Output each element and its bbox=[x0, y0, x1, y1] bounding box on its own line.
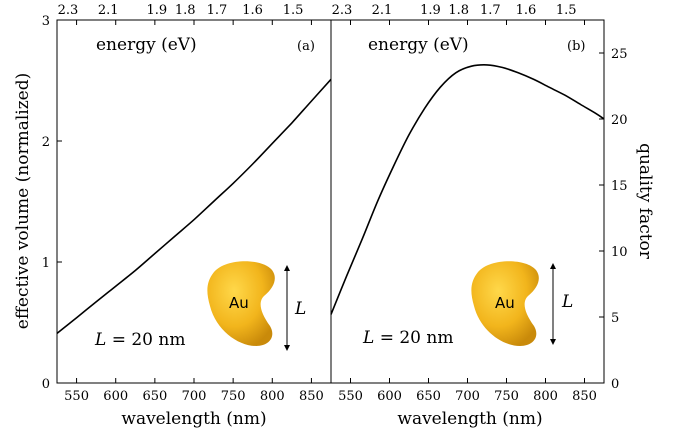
panel-a-top-tick-label: 1.9 bbox=[147, 3, 168, 18]
panel-b-ytick-label: 5 bbox=[611, 311, 619, 326]
panel-b-xtick-label: 750 bbox=[494, 389, 519, 404]
panel-a-xlabel: wavelength (nm) bbox=[121, 409, 266, 429]
dimension-label-b: L bbox=[561, 292, 573, 312]
panel-b-xtick-label: 700 bbox=[455, 389, 480, 404]
panel-a: 550 600 650 700 750 800 850 0 1 2 3 2.3 2.1 1.9 1.8 1… bbox=[13, 3, 332, 429]
panel-b-xlabel: wavelength (nm) bbox=[397, 409, 542, 429]
panel-b-top-tick-label: 1.9 bbox=[420, 3, 441, 18]
panel-b-bottom-ticks: 550 600 650 700 750 800 850 bbox=[338, 20, 597, 404]
panel-b-ytick-label: 0 bbox=[611, 377, 619, 392]
panel-a-xtick-label: 550 bbox=[64, 389, 89, 404]
panel-a-top-tick-label: 1.6 bbox=[242, 3, 263, 18]
panel-a-xtick-label: 750 bbox=[221, 389, 246, 404]
panel-b-top-tick-label: 1.8 bbox=[448, 3, 469, 18]
panel-b-top-tick-label: 2.1 bbox=[372, 3, 393, 18]
panel-a-top-tick-label: 2.3 bbox=[58, 3, 79, 18]
panel-b-ytick-label: 10 bbox=[611, 245, 628, 260]
panel-a-top-tick-label: 1.5 bbox=[283, 3, 304, 18]
panel-a-letter: (a) bbox=[297, 39, 315, 54]
dimension-label-a: L bbox=[294, 299, 306, 319]
panel-b-ytick-label: 25 bbox=[611, 47, 628, 62]
panel-b-letter: (b) bbox=[567, 39, 585, 54]
panel-a-series-line bbox=[56, 78, 332, 335]
panel-b-annotation: L = 20 nm bbox=[362, 328, 453, 348]
panel-a-ytick-label: 2 bbox=[42, 135, 50, 150]
panel-b-xtick-label: 800 bbox=[533, 389, 558, 404]
panel-a-bottom-ticks: 550 600 650 700 750 800 850 bbox=[64, 20, 324, 404]
panel-a-energy-label: energy (eV) bbox=[96, 35, 197, 55]
panel-a-top-tick-label: 1.8 bbox=[175, 3, 196, 18]
panel-b-xtick-label: 850 bbox=[572, 389, 597, 404]
panel-b-ylabel: quality factor bbox=[635, 143, 655, 260]
panel-b-top-ticks: 2.3 2.1 1.9 1.8 1.7 1.6 1.5 bbox=[332, 3, 577, 18]
panel-b-ytick-label: 20 bbox=[611, 113, 628, 128]
panel-b-xtick-label: 650 bbox=[416, 389, 441, 404]
panel-b-energy-label: energy (eV) bbox=[368, 35, 469, 55]
panel-b-top-tick-label: 1.6 bbox=[516, 3, 537, 18]
panel-a-ytick-label: 0 bbox=[42, 377, 50, 392]
panel-a-top-ticks: 2.3 2.1 1.9 1.8 1.7 1.6 1.5 bbox=[58, 3, 304, 18]
panel-b-top-tick-label: 1.5 bbox=[556, 3, 577, 18]
panel-a-ytick-label: 1 bbox=[42, 256, 50, 271]
particle-shape-b bbox=[471, 261, 539, 346]
particle-label-b: Au bbox=[495, 294, 515, 312]
panel-b: 550 600 650 700 750 800 850 0 5 10 15 20 25 2.3 2.1 1… bbox=[330, 3, 655, 429]
panel-a-ylabel: effective volume (normalized) bbox=[13, 73, 33, 329]
panel-b-top-tick-label: 1.7 bbox=[480, 3, 501, 18]
panel-a-left-ticks: 0 1 2 3 bbox=[42, 14, 62, 392]
particle-label-a: Au bbox=[229, 294, 249, 312]
panel-a-xtick-label: 850 bbox=[299, 389, 324, 404]
panel-a-frame bbox=[56, 19, 332, 384]
panel-b-ytick-label: 15 bbox=[611, 179, 628, 194]
gold-particle-b: Au bbox=[471, 261, 539, 346]
panel-a-top-tick-label: 2.1 bbox=[98, 3, 119, 18]
panel-b-top-tick-label: 2.3 bbox=[332, 3, 353, 18]
panel-a-annotation: L = 20 nm bbox=[94, 330, 185, 350]
panel-a-top-tick-label: 1.7 bbox=[207, 3, 228, 18]
panel-a-ytick-label: 3 bbox=[42, 14, 50, 29]
panel-a-xtick-label: 650 bbox=[142, 389, 167, 404]
panel-b-xtick-label: 600 bbox=[377, 389, 402, 404]
panel-b-series-line bbox=[330, 64, 605, 315]
panel-b-xtick-label: 550 bbox=[338, 389, 363, 404]
panel-a-xtick-label: 600 bbox=[103, 389, 128, 404]
panel-a-xtick-label: 700 bbox=[182, 389, 207, 404]
panel-a-xtick-label: 800 bbox=[260, 389, 285, 404]
gold-particle-a: Au bbox=[207, 261, 275, 346]
particle-shape-a bbox=[207, 261, 275, 346]
panel-b-right-ticks: 0 5 10 15 20 25 bbox=[599, 47, 628, 392]
